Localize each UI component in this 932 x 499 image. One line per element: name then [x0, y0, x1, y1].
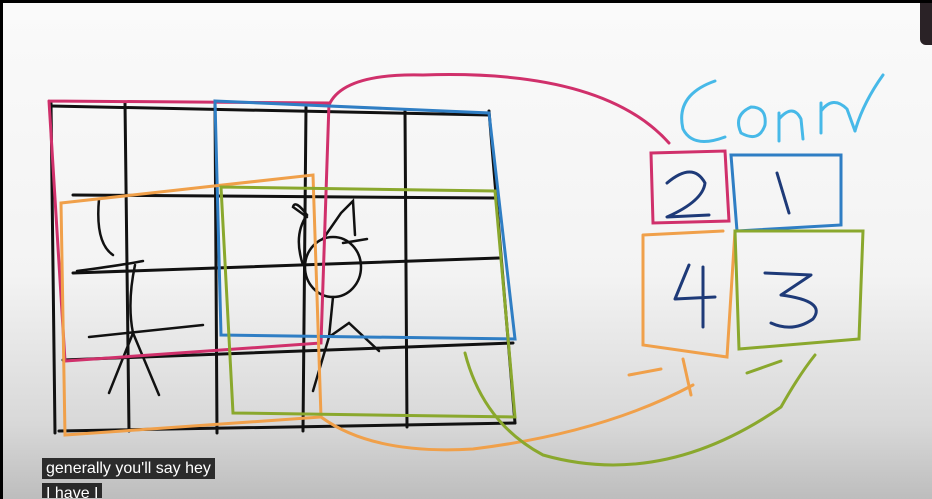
red-filter-window — [47, 73, 731, 363]
whiteboard-frame — [3, 3, 932, 499]
blue-filter-window — [213, 99, 843, 341]
orange-filter-window — [59, 173, 737, 452]
caption-line-2: I have I — [42, 483, 103, 498]
conn-handwriting — [680, 73, 885, 143]
digit-1 — [775, 171, 791, 215]
digit-2 — [665, 170, 711, 219]
feature-map-grid — [49, 101, 517, 435]
caption-line-1: generally you'll say hey — [42, 458, 215, 479]
digit-4 — [673, 263, 717, 329]
digit-3 — [763, 271, 818, 329]
green-filter-window — [219, 185, 865, 467]
camera-corner — [920, 3, 932, 45]
stick-figures — [75, 197, 381, 397]
output-digits — [665, 170, 818, 329]
whiteboard-drawing — [47, 73, 885, 467]
